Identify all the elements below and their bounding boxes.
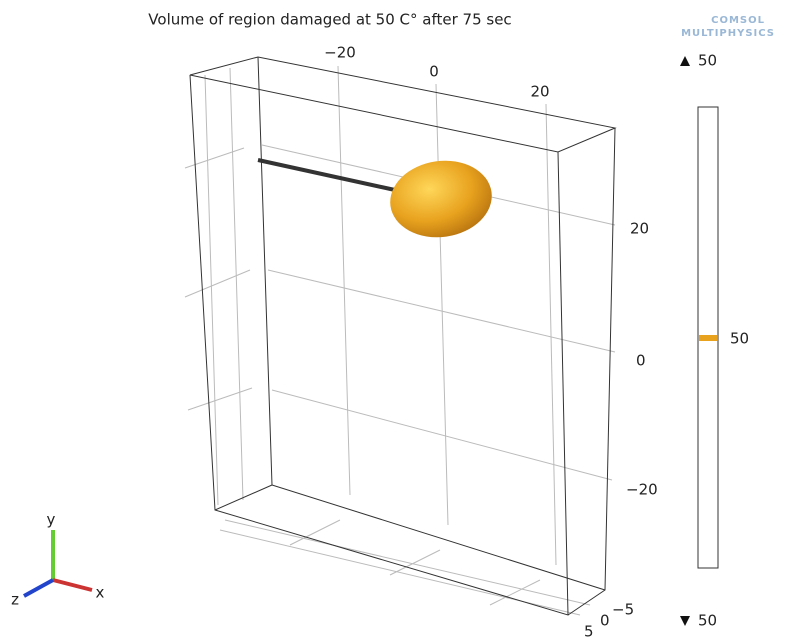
triad-z: z: [11, 591, 19, 609]
min-arrow: [680, 616, 690, 626]
right-axis-label: −20: [626, 481, 658, 499]
right-axis-label: 0: [636, 352, 646, 370]
logo-line2: MULTIPHYSICS: [681, 28, 775, 39]
grid-lines: [184, 65, 616, 616]
colorbar-level: [699, 335, 717, 341]
colorbar-mid: 50: [730, 330, 749, 348]
bounding-box: [189, 56, 617, 616]
depth-axis-label: 5: [584, 623, 594, 639]
top-axis-label: 0: [429, 63, 439, 81]
axis-triad: y z x: [11, 511, 104, 609]
plot-title: Volume of region damaged at 50 C° after …: [148, 11, 511, 29]
depth-axis-label: −5: [612, 601, 634, 619]
triad-y: y: [47, 511, 56, 529]
depth-axis-label: 0: [600, 612, 610, 630]
max-arrow: [680, 56, 690, 66]
triad-x: x: [96, 584, 105, 602]
right-axis-label: 20: [630, 220, 649, 238]
top-axis-label: −20: [324, 44, 356, 62]
probe-needle: [257, 158, 396, 192]
damaged-region: [390, 160, 492, 238]
colorbar-max: 50: [698, 52, 717, 70]
colorbar: 50 50 50: [680, 52, 749, 630]
colorbar-min: 50: [698, 612, 717, 630]
top-axis-label: 20: [530, 83, 549, 101]
logo-line1: COMSOL: [711, 15, 765, 26]
